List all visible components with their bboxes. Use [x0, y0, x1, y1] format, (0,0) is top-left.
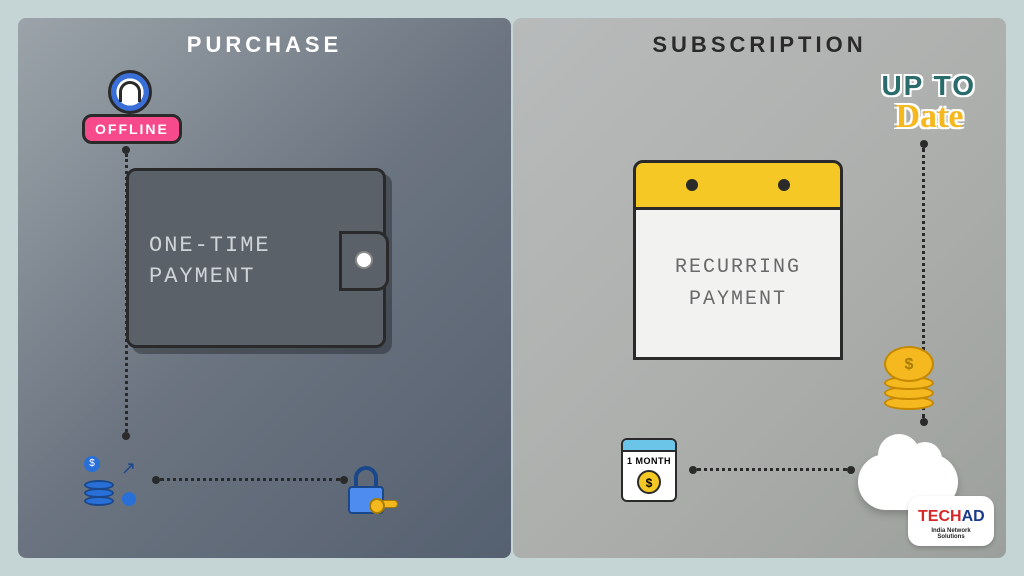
wallet-graphic: ONE-TIME PAYMENT: [126, 168, 386, 348]
month-badge-label: 1 MONTH: [623, 456, 675, 466]
bill-icon: [182, 112, 336, 225]
connector-dot: [340, 476, 348, 484]
panel-title-purchase: PURCHASE: [18, 18, 511, 58]
connector-dot: [689, 466, 697, 474]
uptodate-line1: UP TO: [881, 73, 976, 98]
coins-chart-icon: $↗: [82, 454, 140, 506]
logo-text-right: AD: [962, 508, 985, 525]
panel-subscription: SUBSCRIPTION UP TO Date RECURRING PAYMEN…: [513, 18, 1006, 558]
uptodate-line2: Date: [895, 102, 976, 133]
wallet-label-line2: PAYMENT: [149, 264, 255, 289]
coins-stack-icon: $: [884, 350, 944, 410]
brand-logo: TECHAD India Network Solutions: [908, 496, 994, 546]
logo-text-left: TECH: [918, 508, 962, 525]
calendar-header: [633, 160, 843, 210]
headset-icon: [108, 70, 152, 114]
connector-dot: [920, 140, 928, 148]
connector-dot: [152, 476, 160, 484]
connector-dot: [122, 146, 130, 154]
calendar-body: RECURRING PAYMENT: [633, 210, 843, 360]
offline-badge: OFFLINE: [82, 114, 182, 144]
connector-dot: [122, 432, 130, 440]
month-badge-icon: 1 MONTH $: [621, 438, 677, 502]
panel-title-subscription: SUBSCRIPTION: [513, 18, 1006, 58]
uptodate-badge: UP TO Date: [881, 73, 976, 133]
coin-icon: [274, 126, 334, 186]
calendar-graphic: RECURRING PAYMENT: [633, 160, 843, 370]
connector-line: [160, 478, 340, 481]
panel-purchase: PURCHASE OFFLINE ONE-TIME PAYMENT $↗: [18, 18, 511, 558]
logo-subtitle: India Network Solutions: [918, 528, 984, 540]
calendar-label-line2: PAYMENT: [689, 288, 787, 311]
connector-line: [697, 468, 847, 471]
calendar-label-line1: RECURRING: [675, 256, 801, 279]
connector-dot: [847, 466, 855, 474]
wallet-snap-icon: [355, 251, 373, 269]
wallet-label: ONE-TIME PAYMENT: [149, 231, 323, 293]
calendar-label: RECURRING PAYMENT: [675, 252, 801, 316]
lock-key-icon: [348, 472, 390, 514]
wallet-label-line1: ONE-TIME: [149, 233, 271, 258]
connector-dot: [920, 418, 928, 426]
